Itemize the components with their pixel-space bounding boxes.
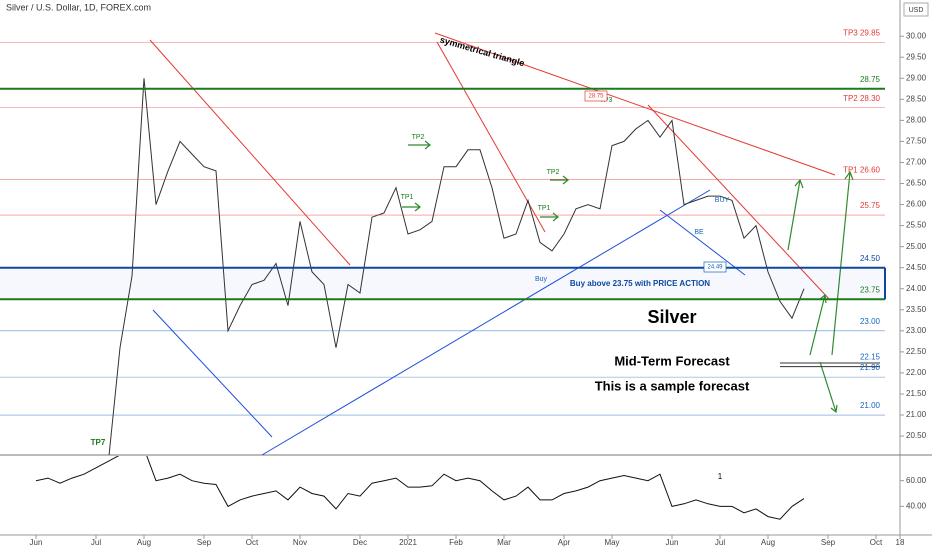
buy-zone [0,267,885,299]
annotation: Silver [647,307,696,327]
level-label: 28.75 [860,75,881,84]
level-label: 22.15 [860,353,881,362]
annotation: 24.49 [707,265,723,271]
y-tick-label: 23.00 [906,326,927,335]
rsi-line [35,456,805,520]
annotation: Mid-Term Forecast [614,353,730,368]
level-label: TP2 28.30 [843,94,880,103]
annotation-box [584,90,608,102]
y-tick-label: 24.50 [906,263,927,272]
annotation: TP2 [412,134,425,141]
y-tick-label: 27.00 [906,158,927,167]
y-tick-label: 23.50 [906,305,927,314]
level-label: 21.00 [860,401,881,410]
annotation: TP1 [538,205,551,212]
price-line [108,78,805,455]
x-tick-label: Sep [821,538,836,547]
y-tick-label: 25.00 [906,242,927,251]
x-tick-label: 18 [896,538,905,547]
annotation: Buy [535,276,548,283]
x-tick-label: Mar [497,538,511,547]
x-tick-label: Apr [558,538,571,547]
level-label: 24.50 [860,254,881,263]
level-label: 23.75 [860,285,881,294]
trendline [436,41,546,233]
y-tick-label: 28.00 [906,115,927,124]
y2-tick-label: 60.00 [906,476,927,485]
x-tick-label: Oct [246,538,259,547]
y-tick-label: 22.50 [906,347,927,356]
level-label: TP1 26.60 [843,165,880,174]
trendline [261,189,711,456]
x-tick-label: Jul [91,538,101,547]
currency-box [903,2,929,17]
annotation-box [703,261,727,273]
annotation: TP2 [547,169,560,176]
y-tick-label: 25.50 [906,221,927,230]
level-label: 25.75 [860,201,881,210]
x-tick-label: 2021 [399,538,417,547]
drawings [0,32,885,456]
symbol: Silver / U.S. Dollar, 1D, FOREX.com [6,2,151,12]
y-tick-label: 29.50 [906,52,927,61]
x-tick-label: Jul [715,538,725,547]
annotation: BE [694,229,704,236]
x-tick-label: Dec [353,538,367,547]
y-tick-label: 26.00 [906,200,927,209]
y-tick-label: 22.00 [906,368,927,377]
y-tick-label: 27.50 [906,137,927,146]
x-tick-label: May [604,538,619,547]
annotation: 1 [718,472,723,481]
y-tick-label: 26.50 [906,179,927,188]
x-tick-label: Feb [449,538,463,547]
trendline [659,209,746,276]
currency: USD [909,7,924,14]
annotation: This is a sample forecast [595,378,750,393]
y-tick-label: 20.50 [906,431,927,440]
y-tick-label: 28.50 [906,94,927,103]
annotation: 28.75 [588,94,604,100]
x-tick-label: Nov [293,538,307,547]
x-tick-label: Oct [870,538,883,547]
level-label: 23.00 [860,317,881,326]
annotation: TP1 [401,194,414,201]
annotation: Buy above 23.75 with PRICE ACTION [570,279,710,288]
y-tick-label: 21.50 [906,389,927,398]
y-tick-label: 29.00 [906,73,927,82]
y2-tick-label: 40.00 [906,501,927,510]
annotation: TP7 [91,438,106,447]
trendline [149,39,351,266]
x-tick-label: Jun [30,538,43,547]
level-label: TP3 29.85 [843,29,880,38]
x-tick-label: Jun [666,538,679,547]
trendline [152,309,273,438]
annotation: BUY [715,197,730,204]
y-tick-label: 24.00 [906,284,927,293]
x-tick-label: Sep [197,538,212,547]
y-tick-label: 21.00 [906,410,927,419]
x-tick-label: Aug [137,538,151,547]
y-tick-label: 30.00 [906,31,927,40]
trendline [434,32,836,176]
level-label: 21.90 [860,363,881,372]
x-tick-label: Aug [761,538,775,547]
